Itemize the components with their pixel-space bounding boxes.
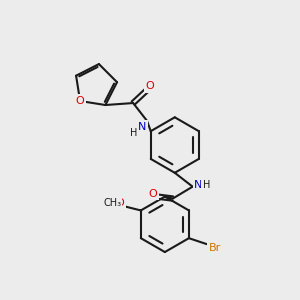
Text: O: O	[76, 96, 85, 106]
Text: H: H	[203, 180, 210, 190]
Text: O: O	[116, 199, 124, 208]
Text: N: N	[138, 122, 146, 132]
Text: H: H	[130, 128, 138, 138]
Text: N: N	[194, 180, 203, 190]
Text: Br: Br	[208, 243, 221, 253]
Text: CH₃: CH₃	[103, 199, 121, 208]
Text: O: O	[146, 81, 154, 91]
Text: O: O	[148, 189, 157, 199]
